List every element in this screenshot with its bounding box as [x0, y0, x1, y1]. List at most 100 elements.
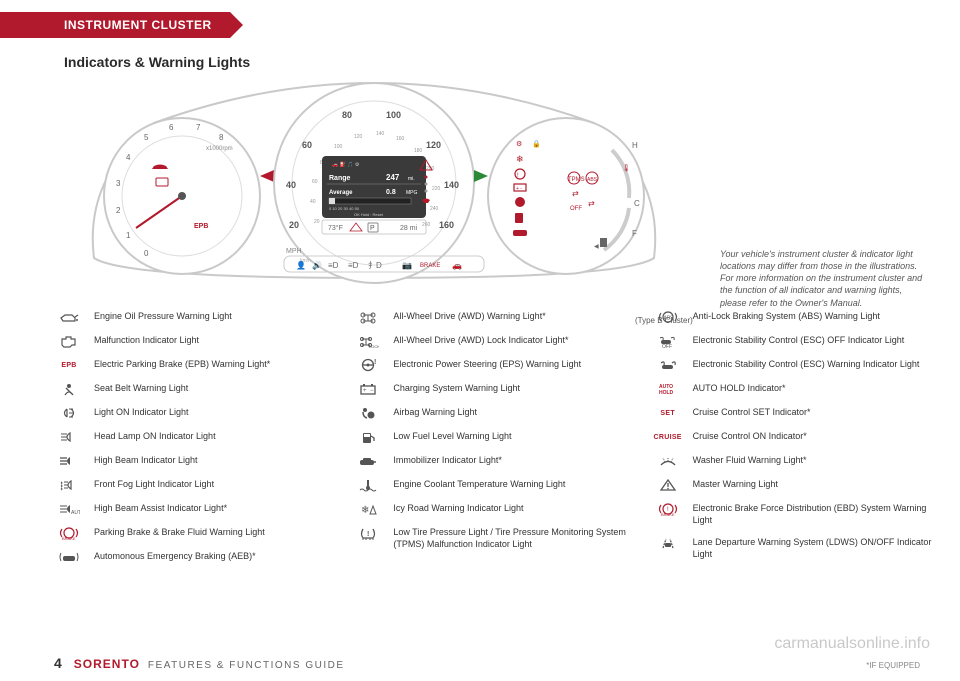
- svg-text:x1000rpm: x1000rpm: [206, 146, 233, 152]
- svg-text:❄: ❄: [361, 505, 369, 516]
- cluster-type-label: (Type B Cluster): [635, 316, 693, 325]
- svg-text:📷: 📷: [402, 261, 412, 270]
- coolant-icon: [353, 478, 383, 492]
- legend-row: !BRAKEElectronic Brake Force Distributio…: [653, 502, 934, 526]
- awd-icon: [353, 310, 383, 324]
- text-icon: AUTOHOLD: [653, 382, 683, 396]
- legend-label: Master Warning Light: [693, 478, 778, 491]
- svg-text:0 10 20 30 40 50: 0 10 20 30 40 50: [329, 206, 360, 211]
- svg-text:0: 0: [144, 249, 149, 258]
- svg-text:160: 160: [396, 136, 405, 142]
- svg-text:6: 6: [169, 123, 174, 132]
- legend-row: LOCK All-Wheel Drive (AWD) Lock Indicator…: [353, 334, 634, 348]
- legend-label: Light ON Indicator Light: [94, 406, 189, 419]
- svg-text:AUTO: AUTO: [71, 510, 80, 516]
- foglight-icon: [54, 478, 84, 492]
- legend-label: Airbag Warning Light: [393, 406, 477, 419]
- legend-label: Malfunction Indicator Light: [94, 334, 199, 347]
- header-band: INSTRUMENT CLUSTER: [0, 12, 960, 38]
- legend-row: CRUISECruise Control ON Indicator*: [653, 430, 934, 444]
- svg-text:120: 120: [426, 140, 441, 150]
- legend-label: Seat Belt Warning Light: [94, 382, 188, 395]
- legend-row: Front Fog Light Indicator Light: [54, 478, 335, 492]
- esc-off-icon: OFF: [653, 334, 683, 348]
- legend-row: ! Low Tire Pressure Light / Tire Pressure…: [353, 526, 634, 550]
- legend-label: Electronic Stability Control (ESC) OFF I…: [693, 334, 905, 347]
- disclaimer-text: Your vehicle's instrument cluster & indi…: [720, 248, 930, 309]
- svg-text:🔊: 🔊: [312, 260, 322, 270]
- legend-label: Charging System Warning Light: [393, 382, 520, 395]
- legend-label: Icy Road Warning Indicator Light: [393, 502, 523, 515]
- section-title: INSTRUMENT CLUSTER: [0, 12, 230, 38]
- legend-row: AUTO High Beam Assist Indicator Light*: [54, 502, 335, 516]
- page-subtitle: Indicators & Warning Lights: [64, 54, 960, 70]
- svg-text:MPH: MPH: [286, 248, 302, 255]
- legend-label: Electronic Stability Control (ESC) Warni…: [693, 358, 920, 371]
- legend-label: High Beam Assist Indicator Light*: [94, 502, 227, 515]
- legend-row: AUTOHOLDAUTO HOLD Indicator*: [653, 382, 934, 396]
- svg-text:LOCK: LOCK: [369, 344, 379, 348]
- svg-text:≡D: ≡D: [348, 261, 359, 270]
- legend-row: OFF Electronic Stability Control (ESC) OF…: [653, 334, 934, 348]
- svg-text:+: +: [363, 388, 367, 394]
- svg-text:220: 220: [432, 186, 441, 192]
- svg-text:扌D: 扌D: [368, 260, 382, 270]
- seatbelt-icon: [54, 382, 84, 396]
- svg-text:🚗 ⛽ 🎵 ⚙: 🚗 ⛽ 🎵 ⚙: [332, 161, 360, 168]
- legend-row: ! Electronic Power Steering (EPS) Warning…: [353, 358, 634, 372]
- svg-text:40: 40: [310, 199, 316, 205]
- svg-text:◀: ◀: [594, 244, 599, 250]
- svg-text:!: !: [374, 359, 376, 366]
- watermark: carmanualsonline.info: [774, 635, 930, 653]
- legend-row: Automonous Emergency Braking (AEB)*: [54, 550, 335, 564]
- svg-text:MPG: MPG: [406, 190, 418, 196]
- legend-columns: Engine Oil Pressure Warning Light Malfunc…: [54, 310, 934, 574]
- text-icon: SET: [653, 406, 683, 420]
- washer-icon: [653, 454, 683, 468]
- airbag-icon: [353, 406, 383, 420]
- svg-text:⇄: ⇄: [572, 189, 579, 198]
- svg-text:100: 100: [386, 110, 401, 120]
- eps-icon: !: [353, 358, 383, 372]
- tpms-icon: !: [353, 526, 383, 540]
- svg-text:+ -: + -: [516, 186, 522, 192]
- svg-text:BRAKE: BRAKE: [62, 536, 76, 540]
- svg-text:4: 4: [126, 153, 131, 162]
- legend-label: All-Wheel Drive (AWD) Lock Indicator Lig…: [393, 334, 568, 347]
- svg-text:F: F: [632, 229, 637, 238]
- svg-text:140: 140: [376, 131, 385, 137]
- text-icon: EPB: [54, 358, 84, 372]
- svg-text:60: 60: [312, 179, 318, 185]
- legend-label: Washer Fluid Warning Light*: [693, 454, 807, 467]
- legend-row: +−Charging System Warning Light: [353, 382, 634, 396]
- legend-row: BRAKEParking Brake & Brake Fluid Warning…: [54, 526, 335, 540]
- ldws-icon: [653, 536, 683, 550]
- legend-row: EPBElectric Parking Brake (EPB) Warning …: [54, 358, 335, 372]
- svg-text:H: H: [632, 141, 638, 150]
- legend-row: Engine Oil Pressure Warning Light: [54, 310, 335, 324]
- legend-row: High Beam Indicator Light: [54, 454, 335, 468]
- legend-label: Low Tire Pressure Light / Tire Pressure …: [393, 526, 634, 550]
- legend-row: Washer Fluid Warning Light*: [653, 454, 934, 468]
- legend-label: Low Fuel Level Warning Light: [393, 430, 511, 443]
- legend-label: Electronic Power Steering (EPS) Warning …: [393, 358, 581, 371]
- legend-label: Anti-Lock Braking System (ABS) Warning L…: [693, 310, 880, 323]
- svg-text:100: 100: [334, 144, 343, 150]
- legend-label: Automonous Emergency Braking (AEB)*: [94, 550, 256, 563]
- ebd-icon: !BRAKE: [653, 502, 683, 516]
- legend-row: Head Lamp ON Indicator Light: [54, 430, 335, 444]
- svg-text:Range: Range: [329, 175, 351, 182]
- svg-text:2: 2: [116, 206, 121, 215]
- legend-label: Cruise Control ON Indicator*: [693, 430, 807, 443]
- legend-row: ❄ Icy Road Warning Indicator Light: [353, 502, 634, 516]
- oilcan-icon: [54, 310, 84, 324]
- svg-text:1: 1: [126, 231, 131, 240]
- svg-text:BRAKE: BRAKE: [661, 512, 675, 516]
- guide-title: FEATURES & FUNCTIONS GUIDE: [148, 660, 345, 671]
- highbeam-auto-icon: AUTO: [54, 502, 84, 516]
- svg-text:120: 120: [354, 134, 363, 140]
- lights-on-icon: [54, 406, 84, 420]
- legend-row: Low Fuel Level Warning Light: [353, 430, 634, 444]
- svg-text:73°F: 73°F: [328, 224, 343, 232]
- legend-row: Malfunction Indicator Light: [54, 334, 335, 348]
